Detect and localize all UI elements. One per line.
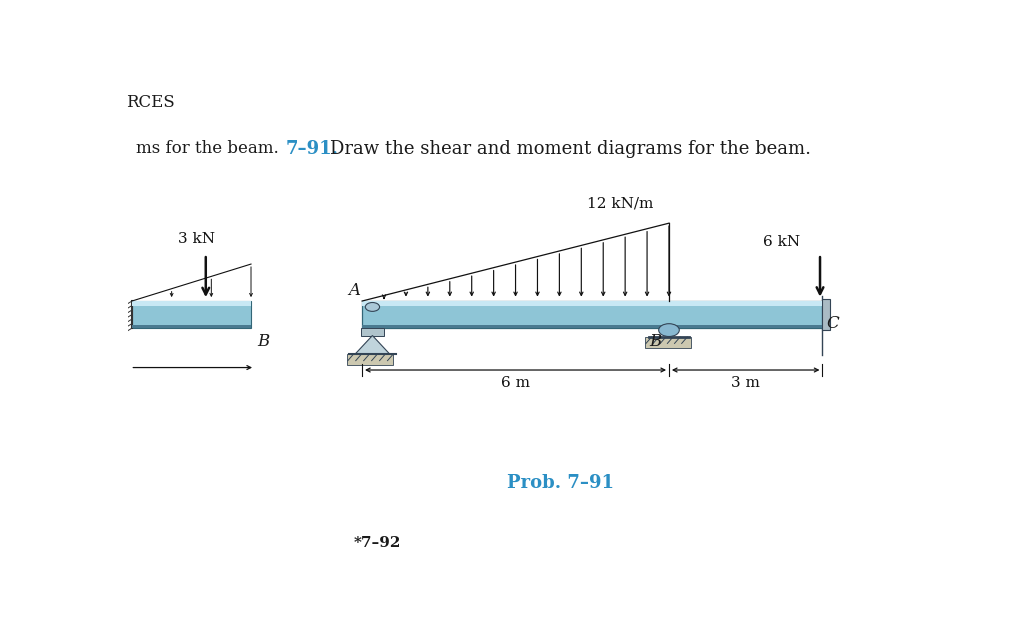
Polygon shape <box>362 301 822 328</box>
Text: 3 kN: 3 kN <box>178 232 215 246</box>
Text: 7–91.: 7–91. <box>285 140 338 158</box>
Text: ms for the beam.: ms for the beam. <box>136 140 279 157</box>
Bar <box>361 328 384 335</box>
Bar <box>822 299 830 330</box>
Bar <box>645 337 691 348</box>
Text: B: B <box>649 333 662 350</box>
Text: 12 kN/m: 12 kN/m <box>587 197 653 211</box>
Bar <box>347 355 393 365</box>
Text: C: C <box>826 315 839 332</box>
Polygon shape <box>362 324 822 328</box>
Polygon shape <box>362 301 822 307</box>
Circle shape <box>658 324 679 337</box>
Polygon shape <box>355 335 390 355</box>
Text: 6 kN: 6 kN <box>763 235 800 249</box>
Polygon shape <box>132 324 251 328</box>
Text: A: A <box>348 282 359 298</box>
Text: 3 m: 3 m <box>731 376 760 390</box>
Text: Prob. 7–91: Prob. 7–91 <box>507 474 614 492</box>
Polygon shape <box>132 301 251 306</box>
Text: B: B <box>257 333 269 350</box>
Text: 6 m: 6 m <box>501 376 530 390</box>
Text: Draw the shear and moment diagrams for the beam.: Draw the shear and moment diagrams for t… <box>331 140 811 158</box>
Polygon shape <box>132 301 251 328</box>
Circle shape <box>366 303 380 312</box>
Text: RCES: RCES <box>126 94 175 111</box>
Text: *7–92: *7–92 <box>354 536 401 550</box>
